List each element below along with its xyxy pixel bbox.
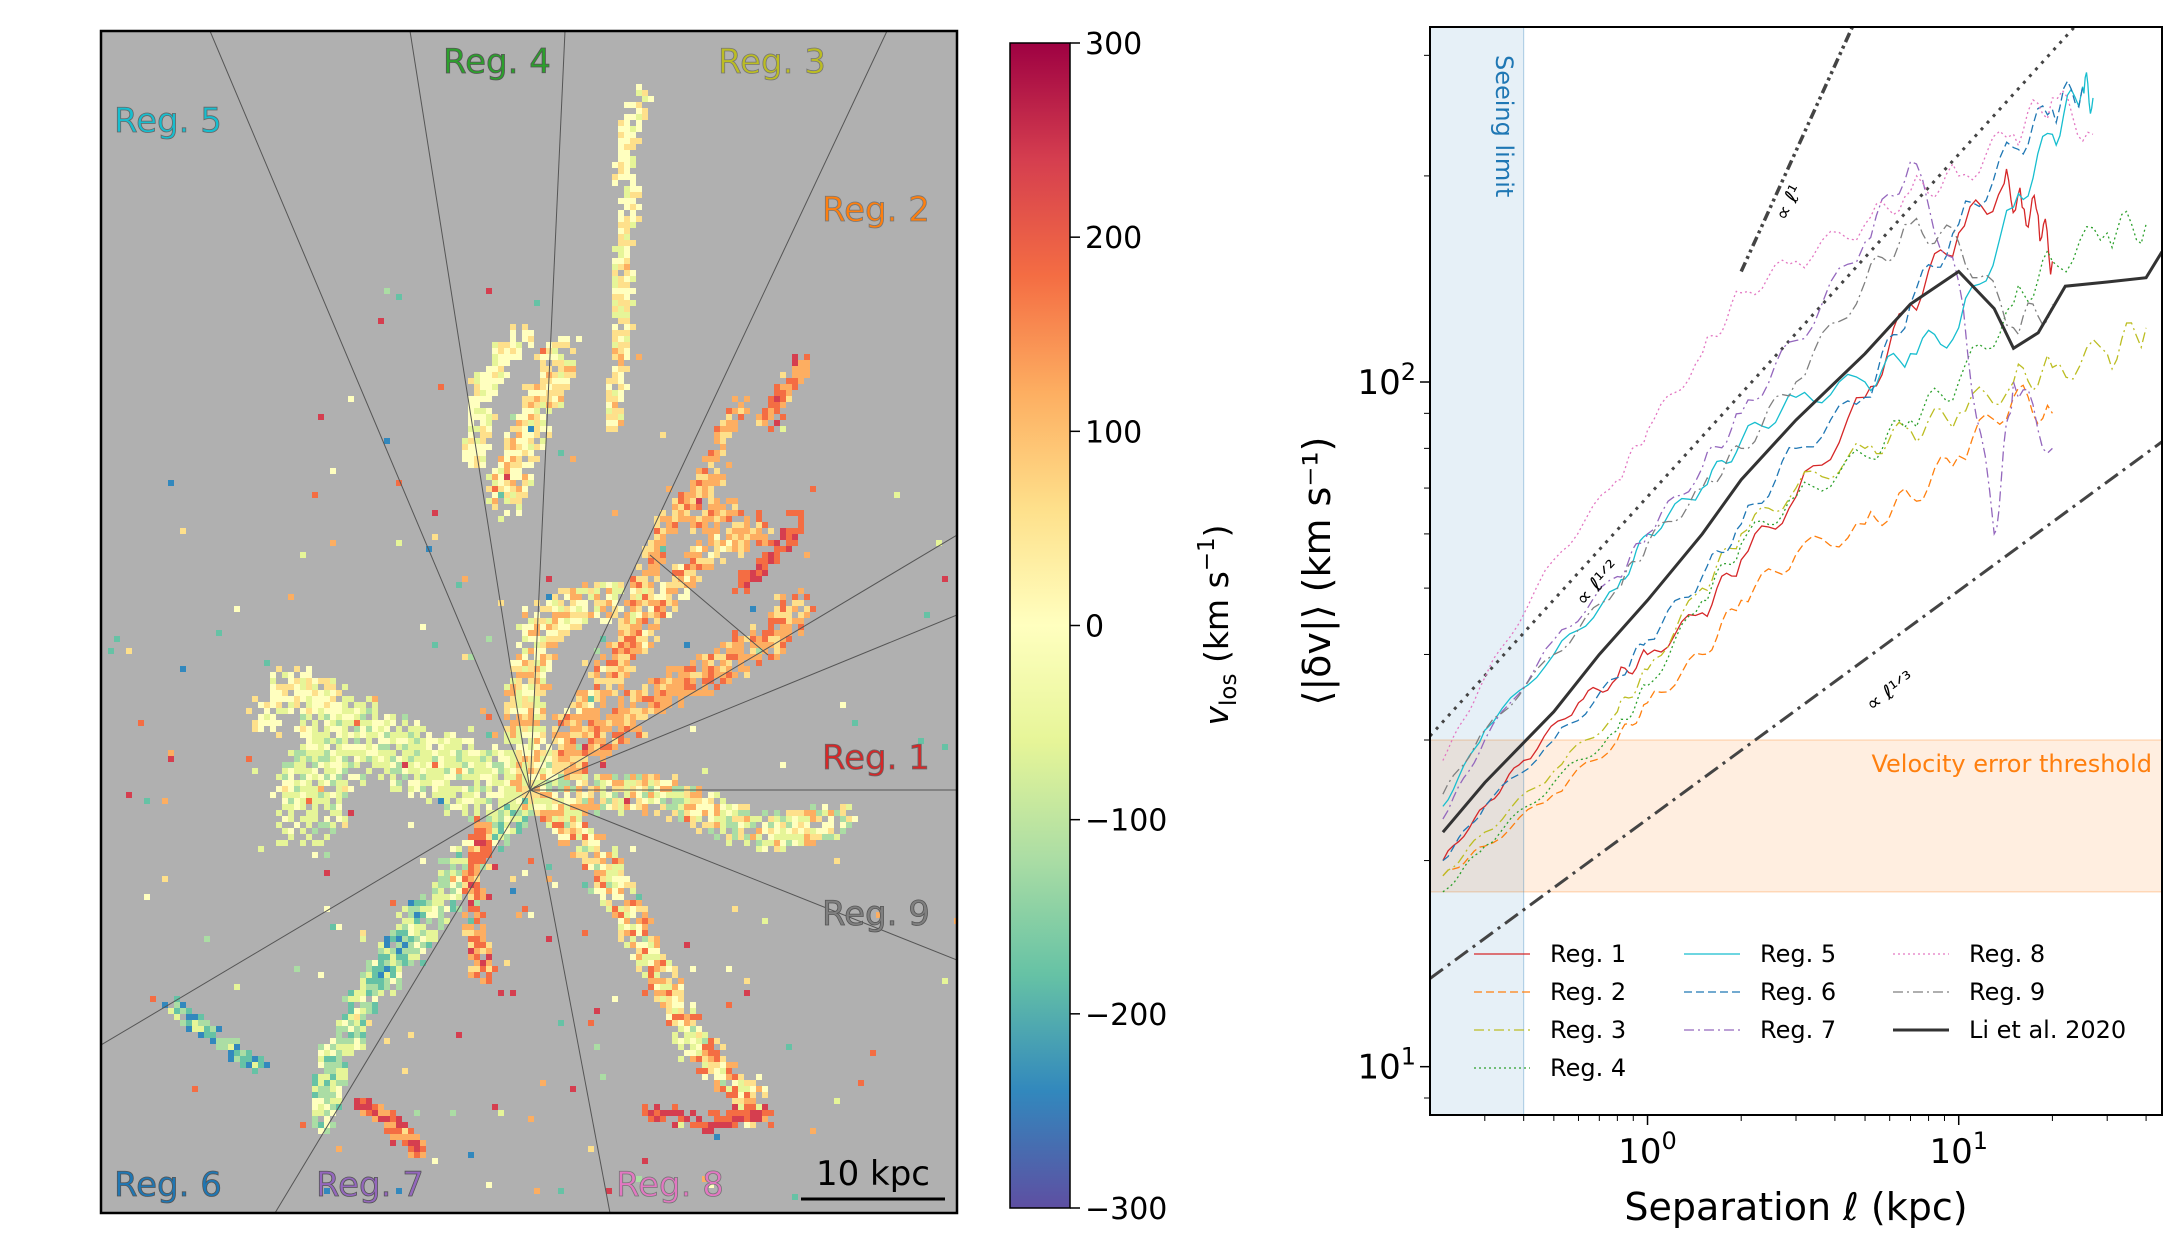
legend-label: Reg. 2 [1550, 978, 1626, 1006]
region-label-2: Reg. 2 [822, 190, 930, 230]
colorbar-tick-label: −200 [1085, 998, 1167, 1033]
x-tick-label: 101 [1929, 1127, 1988, 1172]
map-frame [99, 29, 959, 1215]
series-line-reg-6 [1442, 79, 2084, 862]
region-boundary-line [529, 31, 888, 791]
legend-label: Reg. 4 [1550, 1054, 1626, 1082]
region-boundary-lines [101, 31, 957, 1213]
region-boundary-line [409, 31, 531, 791]
seeing-limit-band [1430, 27, 1525, 1115]
region-label-7: Reg. 7 [316, 1165, 424, 1205]
colorbar-ticks: 300 200 100 0 −100 −200 −300 [1070, 27, 1167, 1227]
region-boundary-line [101, 789, 531, 1046]
region-boundary-line [529, 31, 566, 791]
velocity-map-panel: Reg. 5 Reg. 4 Reg. 3 Reg. 2 Reg. 1 Reg. … [99, 29, 959, 1215]
region-label-1: Reg. 1 [822, 738, 930, 778]
region-boundary-line [529, 534, 957, 791]
series-line-reg-3 [1442, 322, 2147, 877]
colorbar-tick-label: −300 [1085, 1192, 1167, 1227]
region-boundary-line [209, 31, 531, 791]
slope-half-guide [1430, 27, 2077, 737]
legend-label: Li et al. 2020 [1969, 1016, 2126, 1044]
velocity-error-label: Velocity error threshold [1871, 750, 2152, 778]
scale-bar-label: 10 kpc [816, 1154, 930, 1194]
velocity-map-pixels [101, 84, 957, 1200]
colorbar-label: vlos (km s−1) [1194, 524, 1242, 725]
series-line-reg-8 [1442, 89, 2094, 761]
colorbar-tick-label: 300 [1085, 27, 1142, 62]
region-labels: Reg. 5 Reg. 4 Reg. 3 Reg. 2 Reg. 1 Reg. … [114, 42, 931, 1206]
x-tick-label: 100 [1618, 1127, 1677, 1172]
slope-one-guide [1739, 27, 1855, 273]
region-label-6: Reg. 6 [114, 1165, 222, 1205]
y-tick-label: 101 [1357, 1043, 1416, 1088]
legend-label: Reg. 3 [1550, 1016, 1626, 1044]
legend-label: Reg. 9 [1969, 978, 2045, 1006]
seeing-limit-label: Seeing limit [1490, 55, 1518, 197]
region-label-3: Reg. 3 [718, 42, 826, 82]
legend-label: Reg. 1 [1550, 940, 1626, 968]
colorbar-tick-label: −100 [1085, 804, 1167, 839]
region-label-5: Reg. 5 [114, 101, 222, 141]
legend-label: Reg. 6 [1760, 978, 1836, 1006]
series-line-reg-5 [1442, 72, 2094, 807]
colorbar: 300 200 100 0 −100 −200 −300 vlos (km s−1) [1009, 27, 1242, 1227]
series-line-reg-1 [1442, 168, 2054, 861]
x-axis-label: Separation ℓ (kpc) [1624, 1185, 1967, 1229]
scale-bar: 10 kpc [801, 1154, 945, 1201]
region-label-8: Reg. 8 [616, 1165, 724, 1205]
y-axis-label: ⟨|δv|⟩ (km s⁻¹) [1295, 437, 1340, 706]
legend-label: Reg. 8 [1969, 940, 2045, 968]
region-boundary-line [529, 614, 957, 791]
region-label-4: Reg. 4 [443, 42, 551, 82]
legend-label: Reg. 7 [1760, 1016, 1836, 1044]
colorbar-tick-label: 100 [1085, 415, 1142, 450]
region-boundary-line [529, 789, 957, 961]
legend-label: Reg. 5 [1760, 940, 1836, 968]
series-line-reg-2 [1442, 384, 2053, 877]
velocity-error-band [1430, 739, 2162, 893]
colorbar-tick-label: 0 [1085, 610, 1104, 645]
legend: Reg. 1 Reg. 2 Reg. 3 Reg. 4 Reg. 5 Reg. 6 Reg.… [1474, 940, 2126, 1082]
colorbar-gradient [1009, 42, 1071, 1209]
region-boundary-line [529, 789, 611, 1213]
y-tick-label: 102 [1357, 358, 1416, 403]
region-label-9: Reg. 9 [822, 894, 930, 934]
series-line-li-et-al-2020 [1441, 250, 2162, 834]
series-line-reg-7 [1442, 160, 2053, 820]
plot-background [1430, 27, 2162, 1115]
region-boundary-line [649, 554, 769, 656]
series-line-reg-9 [1442, 217, 2054, 795]
slope-third-guide [1430, 440, 2162, 980]
colorbar-tick-label: 200 [1085, 221, 1142, 256]
region-boundary-line [274, 789, 531, 1213]
